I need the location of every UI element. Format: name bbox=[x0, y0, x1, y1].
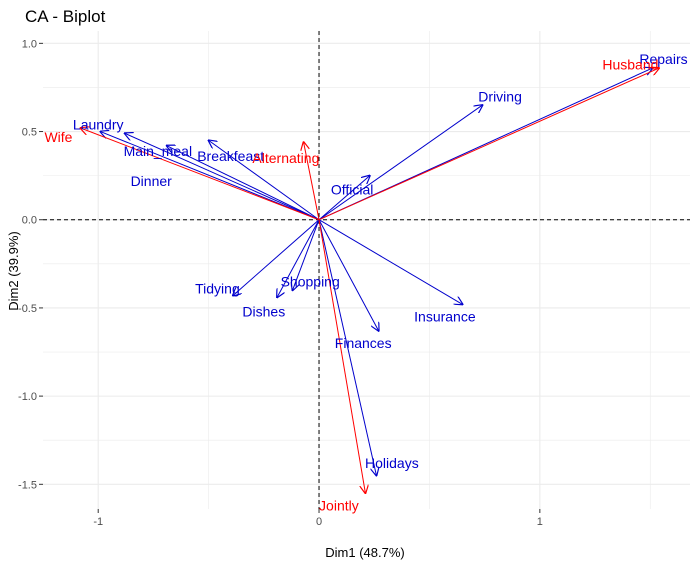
rows-arrow-finances bbox=[318, 219, 379, 331]
arrow-layer bbox=[81, 68, 660, 493]
columns-label-jointly: Jointly bbox=[319, 497, 359, 513]
columns-label-husband: Husband bbox=[602, 57, 658, 73]
x-axis-ticks: -1 0 1 bbox=[93, 509, 543, 528]
columns-label-alternating: Alternating bbox=[252, 150, 319, 166]
y-tick-label: -0.5 bbox=[18, 303, 37, 315]
x-axis-title: Dim1 (48.7%) bbox=[325, 545, 404, 560]
columns-arrow-jointly bbox=[318, 219, 365, 493]
rows-label-official: Official bbox=[331, 182, 374, 198]
label-layer: LaundryMain_mealDinnerBreakfeastTidyingD… bbox=[44, 51, 687, 513]
columns-arrow-husband bbox=[318, 68, 659, 221]
reference-lines bbox=[43, 31, 690, 509]
y-tick-label: -1.0 bbox=[18, 391, 37, 403]
rows-arrow-official bbox=[318, 176, 370, 221]
x-tick-label: 0 bbox=[316, 516, 322, 528]
rows-label-driving: Driving bbox=[478, 88, 522, 104]
y-tick-label: 0.0 bbox=[22, 215, 37, 227]
rows-label-laundry: Laundry bbox=[73, 116, 124, 132]
rows-arrow-shopping bbox=[293, 219, 320, 291]
rows-arrow-breakfeast bbox=[209, 140, 320, 221]
rows-arrow-laundry bbox=[100, 132, 320, 221]
rows-label-shopping: Shopping bbox=[281, 273, 340, 289]
chart-title: CA - Biplot bbox=[25, 7, 106, 26]
x-tick-label: 1 bbox=[537, 516, 543, 528]
rows-label-holidays: Holidays bbox=[365, 455, 419, 471]
rows-label-insurance: Insurance bbox=[414, 309, 476, 325]
rows-arrow-dinner bbox=[167, 146, 320, 221]
columns-arrow-alternating bbox=[304, 142, 320, 220]
rows-label-finances: Finances bbox=[335, 335, 392, 351]
y-axis-ticks: -1.5 -1.0 -0.5 0.0 0.5 1.0 bbox=[18, 38, 43, 491]
rows-arrow-main-meal bbox=[125, 133, 320, 221]
rows-arrow-insurance bbox=[318, 219, 463, 305]
rows-label-dinner: Dinner bbox=[131, 173, 173, 189]
rows-arrow-tidying bbox=[233, 219, 320, 296]
rows-label-tidying: Tidying bbox=[195, 281, 240, 297]
rows-arrow-driving bbox=[318, 105, 482, 221]
y-tick-label: 0.5 bbox=[22, 127, 37, 139]
y-tick-label: -1.5 bbox=[18, 479, 37, 491]
y-axis-title: Dim2 (39.9%) bbox=[6, 231, 21, 310]
columns-label-wife: Wife bbox=[44, 129, 72, 145]
rows-arrow-dishes bbox=[277, 219, 320, 298]
x-tick-label: -1 bbox=[93, 516, 103, 528]
rows-label-main-meal: Main_meal bbox=[124, 143, 192, 159]
rows-arrow-holidays bbox=[318, 219, 376, 476]
y-tick-label: 1.0 bbox=[22, 38, 37, 50]
columns-arrow-wife bbox=[81, 128, 320, 221]
rows-label-dishes: Dishes bbox=[242, 303, 285, 319]
rows-label-repairs: Repairs bbox=[639, 51, 687, 67]
rows-label-breakfeast: Breakfeast bbox=[197, 148, 264, 164]
